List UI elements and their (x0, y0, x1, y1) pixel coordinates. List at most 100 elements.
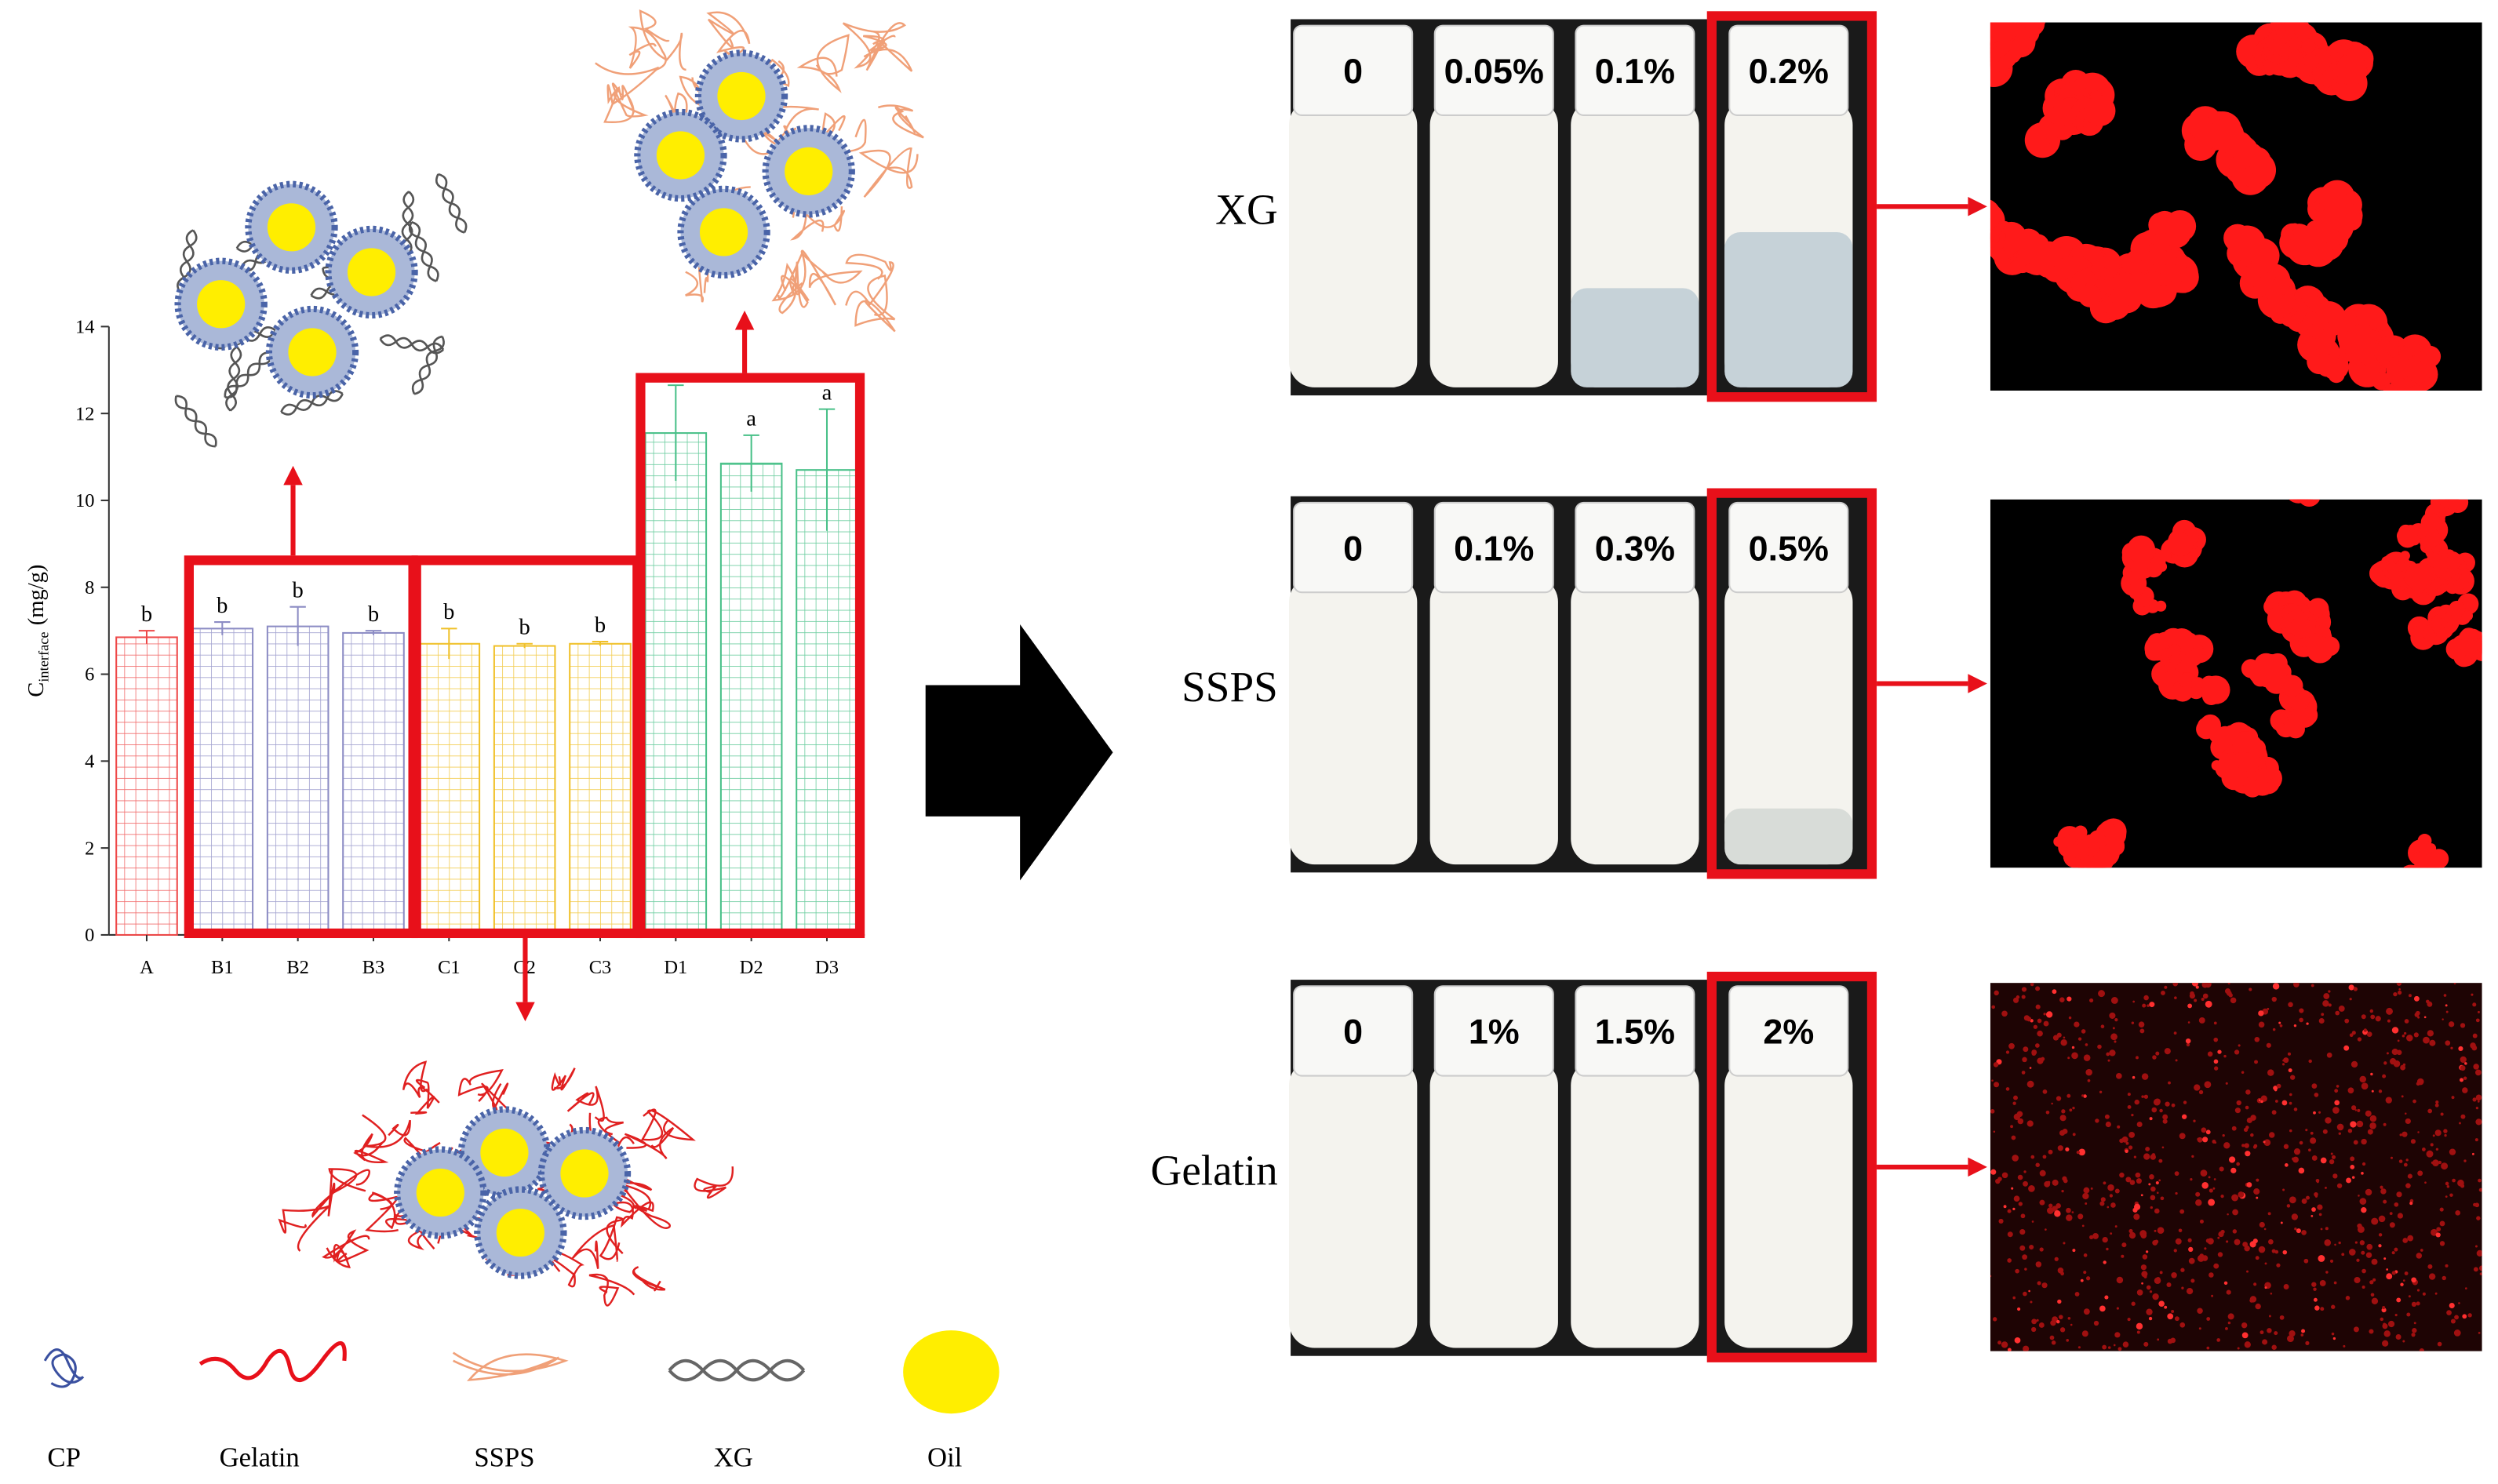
x-tick-label: D2 (740, 957, 763, 978)
signal-dot (2213, 1037, 2219, 1042)
signal-dot (2378, 1089, 2383, 1093)
signal-dot (2041, 1282, 2048, 1289)
signal-dot (2047, 1180, 2051, 1184)
signal-dot (2396, 1049, 2402, 1056)
signal-dot (2143, 1153, 2150, 1160)
signal-dot (2045, 1110, 2050, 1115)
signal-dot (2205, 1129, 2211, 1135)
arrow-head (1968, 674, 1987, 693)
signal-dot (2195, 1191, 2201, 1197)
signal-dot (2279, 1024, 2283, 1028)
signal-dot (1992, 1317, 1997, 1322)
signal-dot (2299, 1017, 2303, 1023)
signal-dot (2187, 1003, 2193, 1009)
signal-dot (2324, 1239, 2332, 1246)
signal-dot (2361, 1138, 2367, 1145)
signal-dot (2382, 1074, 2387, 1078)
signal-blob (2293, 499, 2304, 501)
signal-dot (2476, 1249, 2482, 1257)
signal-dot (2199, 1219, 2204, 1224)
signal-dot (2037, 1030, 2043, 1037)
signal-dot (2045, 1228, 2047, 1231)
signal-dot (2357, 1108, 2361, 1112)
signal-dot (2259, 1330, 2264, 1335)
signal-dot (2164, 1305, 2168, 1309)
signal-dot (2298, 1167, 2305, 1174)
signal-dot (2223, 1281, 2228, 1286)
signal-dot (2398, 1159, 2403, 1163)
signal-dot (2017, 1174, 2023, 1180)
signal-dot (2413, 1322, 2416, 1325)
signal-dot (2072, 1133, 2076, 1137)
signal-dot (2109, 1012, 2116, 1019)
x-tick-label: B1 (211, 957, 234, 978)
signal-dot (2090, 1187, 2093, 1190)
micrograph-signal (1990, 22, 2442, 391)
signal-dot (2351, 1060, 2358, 1068)
signal-dot (2383, 1061, 2387, 1065)
signal-dot (2439, 1220, 2445, 1227)
chain (862, 35, 913, 72)
signal-dot (2272, 1028, 2276, 1031)
signal-dot (2252, 1238, 2258, 1244)
signal-dot (2223, 1054, 2227, 1058)
signal-dot (2029, 1244, 2034, 1250)
signal-dot (2179, 1133, 2186, 1140)
signal-dot (2069, 1108, 2073, 1112)
signal-dot (2356, 1120, 2364, 1128)
significance-label: b (293, 578, 304, 602)
oil-core (197, 280, 246, 329)
signal-dot (1990, 1109, 1995, 1114)
signal-dot (2114, 1332, 2121, 1338)
signal-dot (2314, 1195, 2318, 1198)
signal-dot (2474, 1138, 2478, 1142)
signal-dot (2143, 1275, 2147, 1278)
row-label: XG (1215, 186, 1278, 234)
signal-dot (2012, 1101, 2016, 1105)
signal-dot (2022, 1254, 2028, 1260)
signal-dot (2445, 1040, 2451, 1046)
signal-dot (2394, 1247, 2398, 1252)
signal-dot (2361, 1250, 2365, 1255)
signal-dot (2028, 1289, 2030, 1293)
signal-dot (2351, 1105, 2357, 1111)
signal-dot (2033, 1024, 2038, 1029)
signal-blob (2289, 37, 2302, 50)
signal-dot (2241, 1322, 2248, 1329)
error-bar (289, 606, 306, 646)
signal-dot (2393, 991, 2398, 997)
signal-dot (2071, 1211, 2074, 1213)
signal-dot (2173, 1031, 2177, 1035)
signal-dot (2473, 1064, 2479, 1070)
signal-dot (2236, 1100, 2241, 1106)
signal-dot (2023, 1170, 2026, 1173)
signal-dot (2446, 1310, 2452, 1315)
signal-dot (2380, 1185, 2383, 1189)
signal-dot (2451, 1096, 2455, 1100)
signal-dot (2409, 1202, 2413, 1206)
signal-dot (2268, 1315, 2271, 1318)
signal-dot (2334, 1100, 2340, 1106)
signal-blob (2445, 555, 2460, 571)
signal-dot (2197, 1137, 2203, 1143)
signal-blob (2396, 528, 2412, 544)
signal-dot (2290, 1075, 2296, 1080)
chain (322, 1229, 370, 1263)
chain (706, 11, 751, 56)
signal-dot (2463, 1076, 2467, 1080)
signal-dot (2187, 1021, 2190, 1024)
signal-dot (2332, 1107, 2340, 1114)
signal-dot (2007, 1258, 2012, 1263)
signal-dot (2102, 1344, 2107, 1350)
legend-label: CP (47, 1442, 80, 1473)
chain (588, 1273, 635, 1307)
signal-dot (2255, 1303, 2261, 1310)
phase-layer (1724, 808, 1853, 865)
signal-dot (2227, 983, 2230, 984)
signal-dot (2081, 1094, 2085, 1097)
signal-dot (2110, 997, 2118, 1004)
signal-dot (2043, 1020, 2049, 1027)
signal-dot (2320, 1307, 2325, 1311)
signal-dot (2021, 987, 2027, 992)
signal-dot (2289, 1093, 2292, 1097)
